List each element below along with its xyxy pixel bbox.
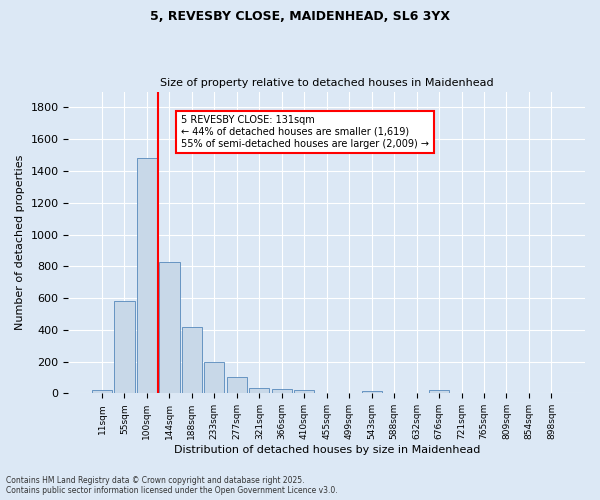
Bar — [227, 378, 247, 394]
Bar — [115, 301, 134, 394]
Bar — [137, 158, 157, 394]
Text: 5, REVESBY CLOSE, MAIDENHEAD, SL6 3YX: 5, REVESBY CLOSE, MAIDENHEAD, SL6 3YX — [150, 10, 450, 23]
Text: Contains HM Land Registry data © Crown copyright and database right 2025.
Contai: Contains HM Land Registry data © Crown c… — [6, 476, 338, 495]
Bar — [249, 388, 269, 394]
Y-axis label: Number of detached properties: Number of detached properties — [15, 155, 25, 330]
Bar — [92, 390, 112, 394]
Bar — [429, 390, 449, 394]
Bar — [159, 262, 179, 394]
Bar — [294, 390, 314, 394]
Bar — [272, 388, 292, 394]
Title: Size of property relative to detached houses in Maidenhead: Size of property relative to detached ho… — [160, 78, 494, 88]
Bar — [182, 326, 202, 394]
X-axis label: Distribution of detached houses by size in Maidenhead: Distribution of detached houses by size … — [173, 445, 480, 455]
Bar — [204, 362, 224, 394]
Bar — [362, 391, 382, 394]
Text: 5 REVESBY CLOSE: 131sqm
← 44% of detached houses are smaller (1,619)
55% of semi: 5 REVESBY CLOSE: 131sqm ← 44% of detache… — [181, 116, 428, 148]
